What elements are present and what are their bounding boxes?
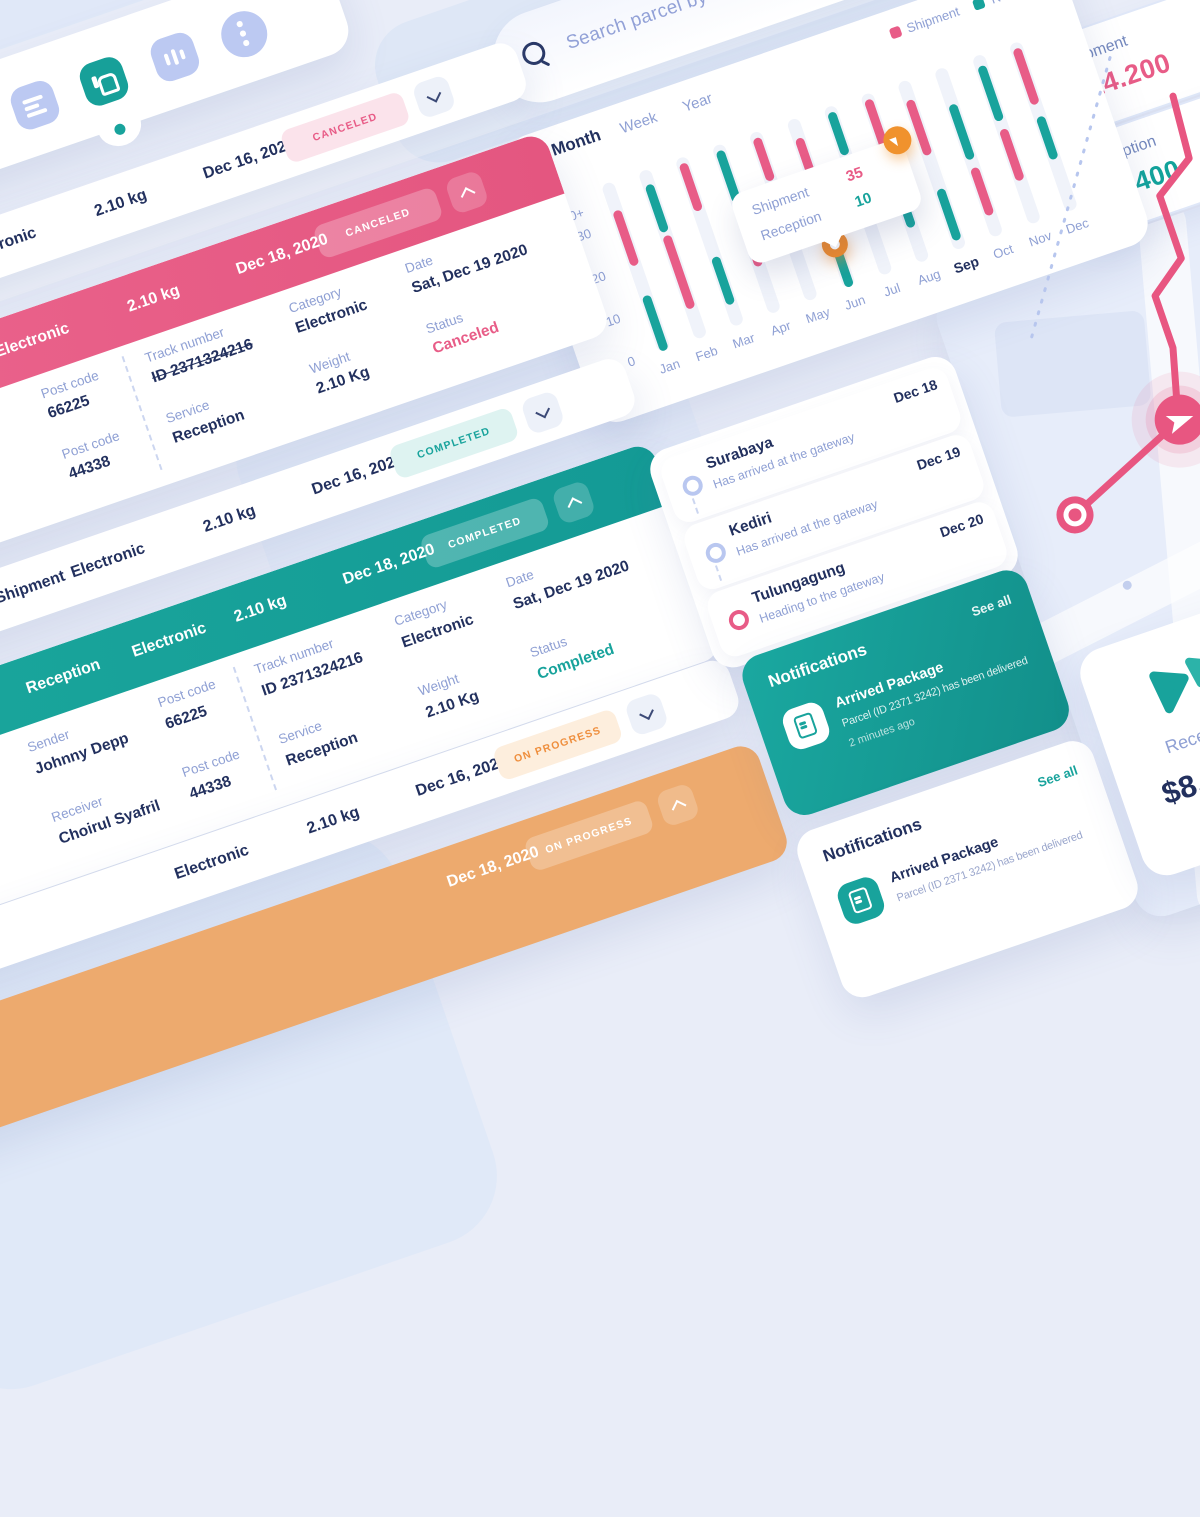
timeline-dot — [726, 607, 752, 633]
timeline-dot — [703, 540, 729, 566]
x-axis-label-may[interactable]: May — [803, 304, 832, 327]
timeline-dot — [679, 473, 706, 499]
parcel-app-icon[interactable] — [76, 53, 132, 110]
collapse-button[interactable] — [654, 782, 701, 828]
collapse-button[interactable] — [443, 169, 490, 216]
chat-dots-icon[interactable] — [215, 4, 274, 64]
delivery-route — [1056, 92, 1200, 534]
tooltip-shipment-value: 35 — [843, 163, 866, 186]
x-axis-label-jan[interactable]: Jan — [657, 355, 682, 377]
notifications-title: Notifications — [820, 814, 925, 866]
tooltip-reception-value: 10 — [852, 189, 875, 211]
dashed-route-line — [1028, 56, 1112, 344]
status-badge: ON PROGRESS — [522, 798, 655, 873]
x-axis-label-jun[interactable]: Jun — [842, 291, 868, 313]
expand-button[interactable] — [411, 73, 457, 120]
expand-button[interactable] — [623, 691, 670, 738]
row-weight: 2.10 kg — [92, 186, 150, 220]
shipment-bar[interactable] — [661, 234, 696, 310]
collapse-button[interactable] — [550, 479, 597, 526]
package-icon — [834, 873, 888, 928]
row-service: Shipment — [0, 567, 68, 608]
see-all-link[interactable]: See all — [1035, 762, 1080, 791]
rotated-dashboard-stage: Search parcel by trac Shipment $14.200 R… — [0, 0, 1200, 1468]
menu-icon[interactable] — [6, 77, 63, 134]
notifications-title: Notifications — [765, 639, 870, 692]
x-axis-label-mar[interactable]: Mar — [730, 330, 757, 352]
reception-stat-card: Reception $8.400 — [1073, 573, 1200, 883]
wallet-icon — [1149, 657, 1200, 714]
search-icon — [519, 38, 549, 69]
x-axis-label-feb[interactable]: Feb — [693, 342, 720, 365]
expand-button[interactable] — [519, 389, 566, 436]
stat-value: $8.400 — [1157, 747, 1200, 812]
package-icon — [779, 699, 833, 753]
stat-label: Reception — [1162, 712, 1200, 758]
columns-icon[interactable] — [146, 29, 203, 85]
navigation-arrow-icon — [1165, 415, 1194, 434]
row-category: Electronic — [0, 224, 39, 266]
x-axis-label-apr[interactable]: Apr — [768, 317, 793, 339]
